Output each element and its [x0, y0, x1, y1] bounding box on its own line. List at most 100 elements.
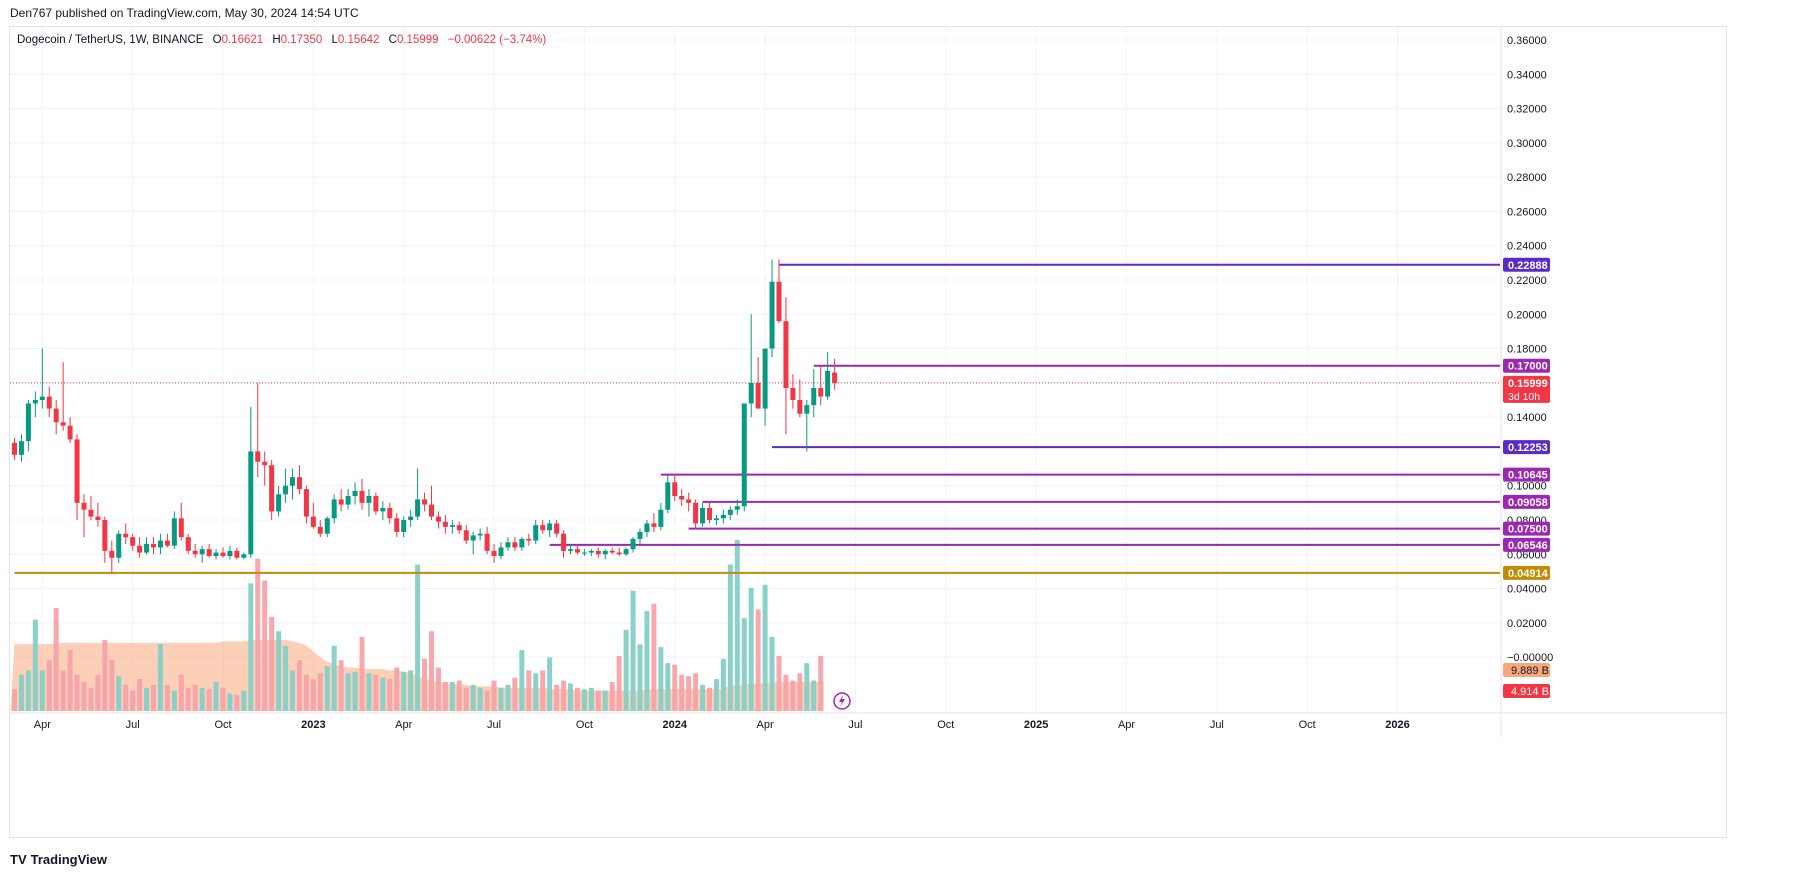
volume-bar [658, 647, 664, 711]
candle-body [720, 514, 726, 519]
volume-bar [123, 684, 129, 711]
level-price-tag [1503, 521, 1550, 536]
candle-body [769, 281, 775, 349]
level-price-tag-label: 0.17000 [1508, 361, 1548, 373]
candle-body [12, 442, 17, 455]
volume-bar [512, 677, 518, 711]
volume-bar [762, 584, 768, 711]
candle-body [832, 372, 838, 383]
x-tick-label: Oct [576, 719, 593, 731]
current-price-value: 0.15999 [1508, 378, 1548, 390]
candle-body [734, 506, 740, 510]
volume-bar [672, 664, 678, 711]
volume-bar [387, 679, 393, 711]
volume-bar [477, 687, 483, 711]
low-value: 0.15642 [337, 34, 380, 46]
volume-bar [415, 564, 421, 711]
candle-body [151, 544, 156, 548]
volume-bar [290, 670, 295, 711]
volume-bar [498, 687, 504, 711]
candle-body [637, 532, 643, 539]
candle-body [331, 499, 337, 519]
candle-body [303, 489, 309, 517]
volume-bar [394, 667, 400, 711]
level-price-tag [1503, 467, 1550, 482]
candle-body [262, 461, 268, 466]
candle-body [157, 540, 163, 548]
candle-body [269, 465, 275, 512]
candle-body [199, 549, 205, 555]
volume-bar [463, 687, 469, 711]
publisher-line: Den767 published on TradingView.com, May… [10, 6, 359, 20]
volume-bar [595, 690, 601, 711]
level-price-tag-label: 0.07500 [1508, 524, 1548, 536]
candle-body [46, 396, 52, 409]
volume-bar [568, 683, 573, 711]
level-price-tag-label: 0.04914 [1508, 568, 1549, 580]
candle-body [60, 422, 66, 426]
volume-bar [130, 690, 136, 711]
x-tick-label: Apr [757, 719, 774, 731]
tradingview-brand[interactable]: TV TradingView [10, 852, 107, 867]
candle-body [130, 537, 136, 546]
x-tick-label: Apr [34, 719, 51, 731]
candle-body [693, 502, 699, 524]
volume-bar [602, 690, 608, 711]
candle-body [727, 509, 733, 515]
candle-body [359, 490, 365, 503]
candle-body [88, 509, 94, 517]
volume-bar [700, 684, 706, 711]
candle-body [679, 495, 685, 500]
candle-body [317, 526, 323, 534]
volume-bar [505, 684, 511, 711]
volume-bar [192, 684, 198, 711]
volume-bar [227, 693, 233, 711]
candle-body [686, 499, 692, 503]
candle-body [255, 451, 261, 462]
volume-bar [12, 689, 17, 711]
candle-body [18, 441, 24, 455]
y-tick-label: 0.22000 [1507, 275, 1547, 287]
volume-bar [470, 684, 476, 711]
y-tick-label: 0.26000 [1507, 206, 1547, 218]
high-value: 0.17350 [280, 34, 323, 46]
volume-bar [588, 687, 594, 711]
volume-bar [741, 618, 747, 711]
level-price-tag-label: 0.12253 [1508, 442, 1548, 454]
volume-bar [74, 674, 80, 711]
volume-bar [637, 644, 643, 711]
volume-bar [790, 680, 796, 711]
candle-body [74, 439, 80, 503]
volume-bar [241, 690, 247, 711]
volume-bar [151, 684, 156, 711]
volume-bar [53, 608, 59, 711]
candle-body [373, 495, 379, 512]
candle-body [623, 549, 629, 555]
volume-ma-label: 4.914 B [1511, 686, 1549, 698]
chart-pane[interactable] [9, 26, 1727, 838]
candle-body [463, 530, 469, 541]
candle-body [595, 550, 601, 555]
candle-body [435, 516, 441, 522]
volume-bar [109, 660, 115, 711]
candle-body [171, 518, 177, 546]
current-price-tag [1503, 375, 1550, 403]
candle-body [164, 540, 170, 546]
volume-bar [713, 679, 719, 711]
volume-bar [213, 682, 219, 711]
candle-body [39, 396, 45, 400]
volume-bar [157, 644, 163, 711]
volume-bar [783, 674, 789, 711]
candle-body [741, 403, 747, 507]
candle-body [401, 520, 407, 533]
symbol-title[interactable]: Dogecoin / TetherUS, 1W, BINANCE [17, 34, 204, 46]
volume-bar [164, 684, 170, 711]
volume-value-tag [1503, 663, 1550, 677]
volume-bar [199, 687, 205, 711]
y-tick-label: 0.24000 [1507, 241, 1547, 253]
volume-bar [665, 663, 671, 711]
candle-body [241, 554, 247, 558]
volume-bar [734, 539, 740, 711]
volume-bar [81, 682, 87, 711]
